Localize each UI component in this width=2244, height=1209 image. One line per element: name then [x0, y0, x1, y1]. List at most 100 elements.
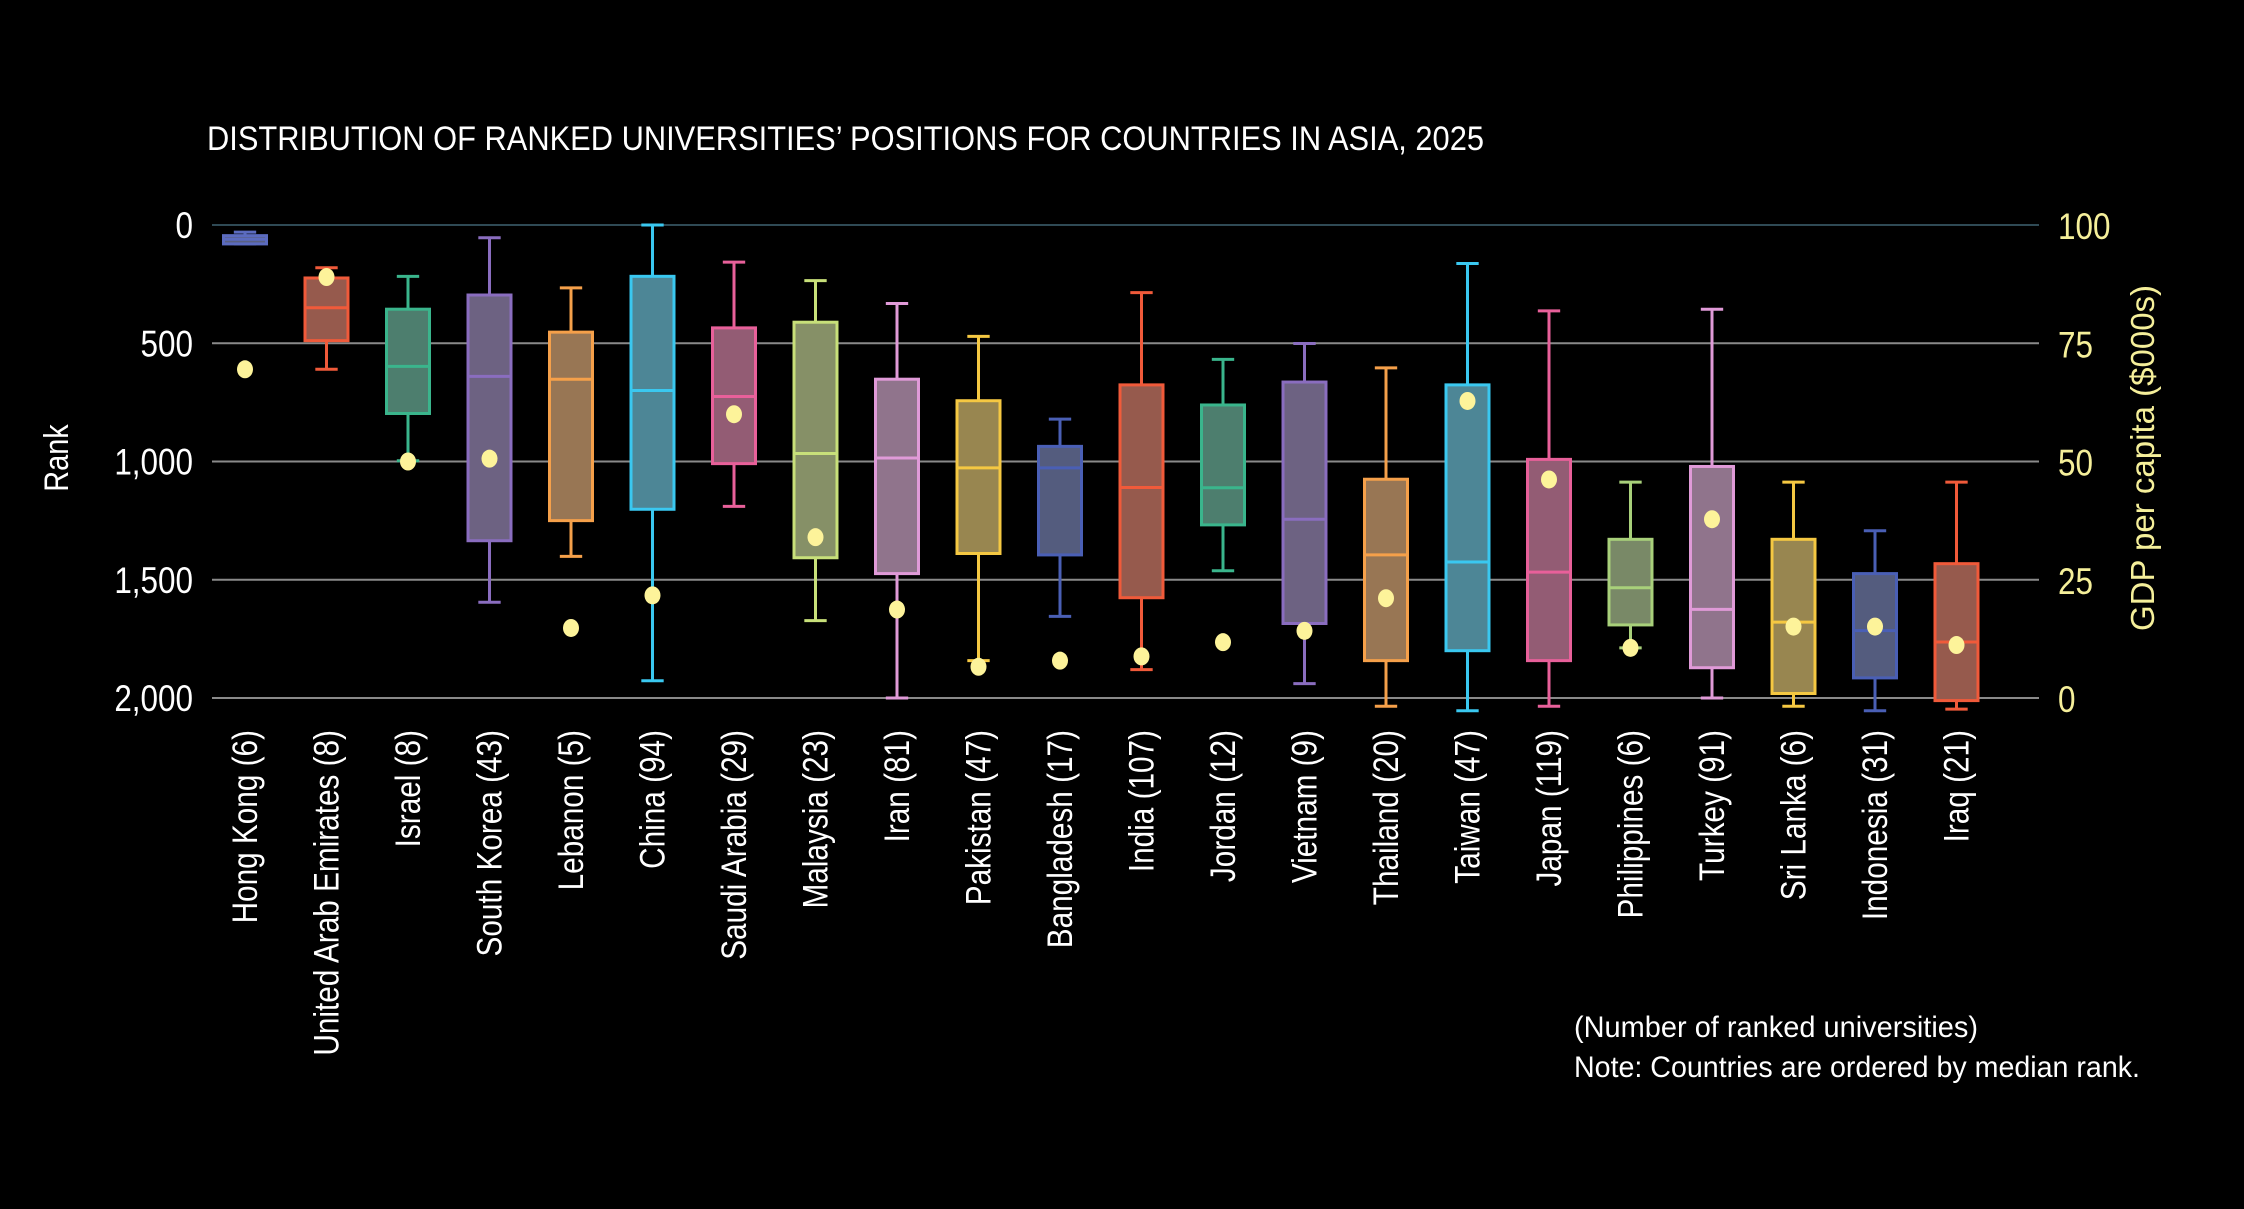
- y2-tick-label: 75: [2058, 325, 2093, 366]
- box-base: [386, 309, 430, 414]
- box-iqr: [1118, 383, 1165, 600]
- box-iqr: [548, 330, 594, 523]
- gdp-dot: [726, 405, 742, 424]
- x-tick-label: Saudi Arabia (29): [715, 730, 754, 960]
- box-base: [1283, 382, 1326, 624]
- x-tick-label: United Arab Emirates (8): [307, 730, 346, 1056]
- gdp-dot: [1052, 651, 1068, 670]
- gdp-dot: [1622, 638, 1639, 657]
- gdp-dot: [1133, 647, 1150, 666]
- x-tick-label: India (107): [1122, 730, 1161, 872]
- x-tick-label: Turkey (91): [1693, 730, 1732, 881]
- gdp-dots: [237, 268, 1965, 676]
- box-iqr: [1933, 562, 1980, 703]
- note-count: (Number of ranked universities): [1574, 1011, 1978, 1044]
- x-axis-labels: Hong Kong (6) United Arab Emirates (8) Isr…: [226, 730, 1976, 1056]
- box-iqr: [303, 276, 350, 343]
- gdp-dot: [1378, 589, 1394, 608]
- gdp-dot: [807, 528, 824, 547]
- box-base: [549, 332, 593, 521]
- box-pakistan: [955, 334, 1002, 663]
- box-taiwan: [1444, 262, 1491, 713]
- gdp-dot: [481, 449, 498, 468]
- x-tick-label: Pakistan (47): [959, 730, 998, 905]
- box-jordan: [1200, 357, 1246, 573]
- x-tick-label: Lebanon (5): [552, 730, 591, 890]
- gdp-dot: [1215, 633, 1231, 652]
- box-base: [631, 276, 674, 510]
- box-south-korea: [466, 236, 513, 604]
- box-iqr: [1281, 380, 1328, 626]
- gdp-dot: [1867, 617, 1883, 636]
- box-india: [1118, 291, 1165, 672]
- box-saudi-arabia: [711, 260, 757, 508]
- y-tick-label: 500: [141, 324, 193, 365]
- box-base: [1201, 404, 1245, 525]
- y-axis-left: 0 500 1,000 1,500 2,000: [114, 206, 193, 720]
- x-tick-label: Israel (8): [389, 730, 428, 847]
- gdp-dot: [1296, 621, 1313, 640]
- box-base: [305, 277, 348, 341]
- box-iqr: [1037, 444, 1083, 557]
- box-lebanon: [548, 286, 594, 558]
- box-malaysia: [792, 279, 839, 623]
- box-iqr: [1770, 537, 1817, 696]
- box-base: [794, 322, 837, 558]
- y2-tick-label: 100: [2058, 207, 2110, 248]
- box-base: [1690, 466, 1734, 668]
- gdp-dot: [318, 268, 335, 287]
- box-israel: [385, 274, 431, 463]
- box-hong-kong: [222, 230, 268, 246]
- x-tick-label: Sri Lanka (6): [1774, 730, 1813, 900]
- box-base: [875, 379, 919, 574]
- box-base: [1527, 459, 1571, 661]
- box-base: [1446, 384, 1489, 651]
- box-iqr: [629, 274, 676, 511]
- x-tick-label: Malaysia (23): [796, 730, 835, 909]
- gdp-dot: [1785, 617, 1802, 636]
- chart-title: DISTRIBUTION OF RANKED UNIVERSITIES’ POS…: [207, 120, 1484, 158]
- y2-axis-label: GDP per capita ($000s): [2124, 285, 2161, 631]
- y2-tick-label: 25: [2058, 561, 2093, 602]
- x-tick-label: Vietnam (9): [1285, 730, 1324, 883]
- box-iqr: [874, 377, 920, 576]
- box-iqr: [466, 293, 513, 543]
- box-base: [1038, 446, 1082, 555]
- x-tick-label: Iran (81): [878, 730, 917, 842]
- box-iqr: [1607, 537, 1654, 627]
- x-tick-label: South Korea (43): [470, 730, 509, 956]
- x-tick-label: China (94): [633, 730, 672, 869]
- gdp-dot: [889, 600, 905, 619]
- box-iqr: [385, 307, 431, 415]
- box-iqr: [1200, 403, 1246, 527]
- box-japan: [1526, 309, 1572, 708]
- box-iraq: [1933, 480, 1980, 711]
- box-base: [468, 295, 511, 541]
- box-iqr: [1526, 457, 1572, 663]
- y-axis-label: Rank: [37, 424, 76, 492]
- x-tick-label: Philippines (6): [1611, 730, 1650, 918]
- y-tick-label: 1,500: [114, 560, 193, 601]
- box-bangladesh: [1037, 417, 1083, 618]
- box-united-arab-emirates: [303, 266, 350, 371]
- y-axis-right: 0 25 50 75 100: [2058, 207, 2110, 721]
- box-base: [1120, 384, 1163, 598]
- x-tick-label: Taiwan (47): [1448, 730, 1487, 884]
- gdp-dot: [644, 586, 661, 605]
- x-tick-label: Hong Kong (6): [226, 730, 265, 923]
- box-iqr: [1689, 464, 1735, 670]
- box-iqr: [792, 320, 839, 560]
- gdp-dot: [1704, 510, 1720, 529]
- box-base: [1935, 563, 1978, 701]
- y-tick-label: 0: [176, 206, 193, 247]
- x-tick-label: Japan (119): [1530, 730, 1569, 887]
- x-tick-label: Bangladesh (17): [1041, 730, 1080, 948]
- y-tick-label: 1,000: [114, 442, 193, 483]
- box-base: [957, 400, 1000, 554]
- box-thailand: [1363, 366, 1409, 708]
- box-iqr: [1444, 383, 1491, 653]
- gdp-dot: [400, 452, 416, 471]
- x-tick-label: Indonesia (31): [1856, 730, 1895, 920]
- gdp-dot: [563, 618, 579, 637]
